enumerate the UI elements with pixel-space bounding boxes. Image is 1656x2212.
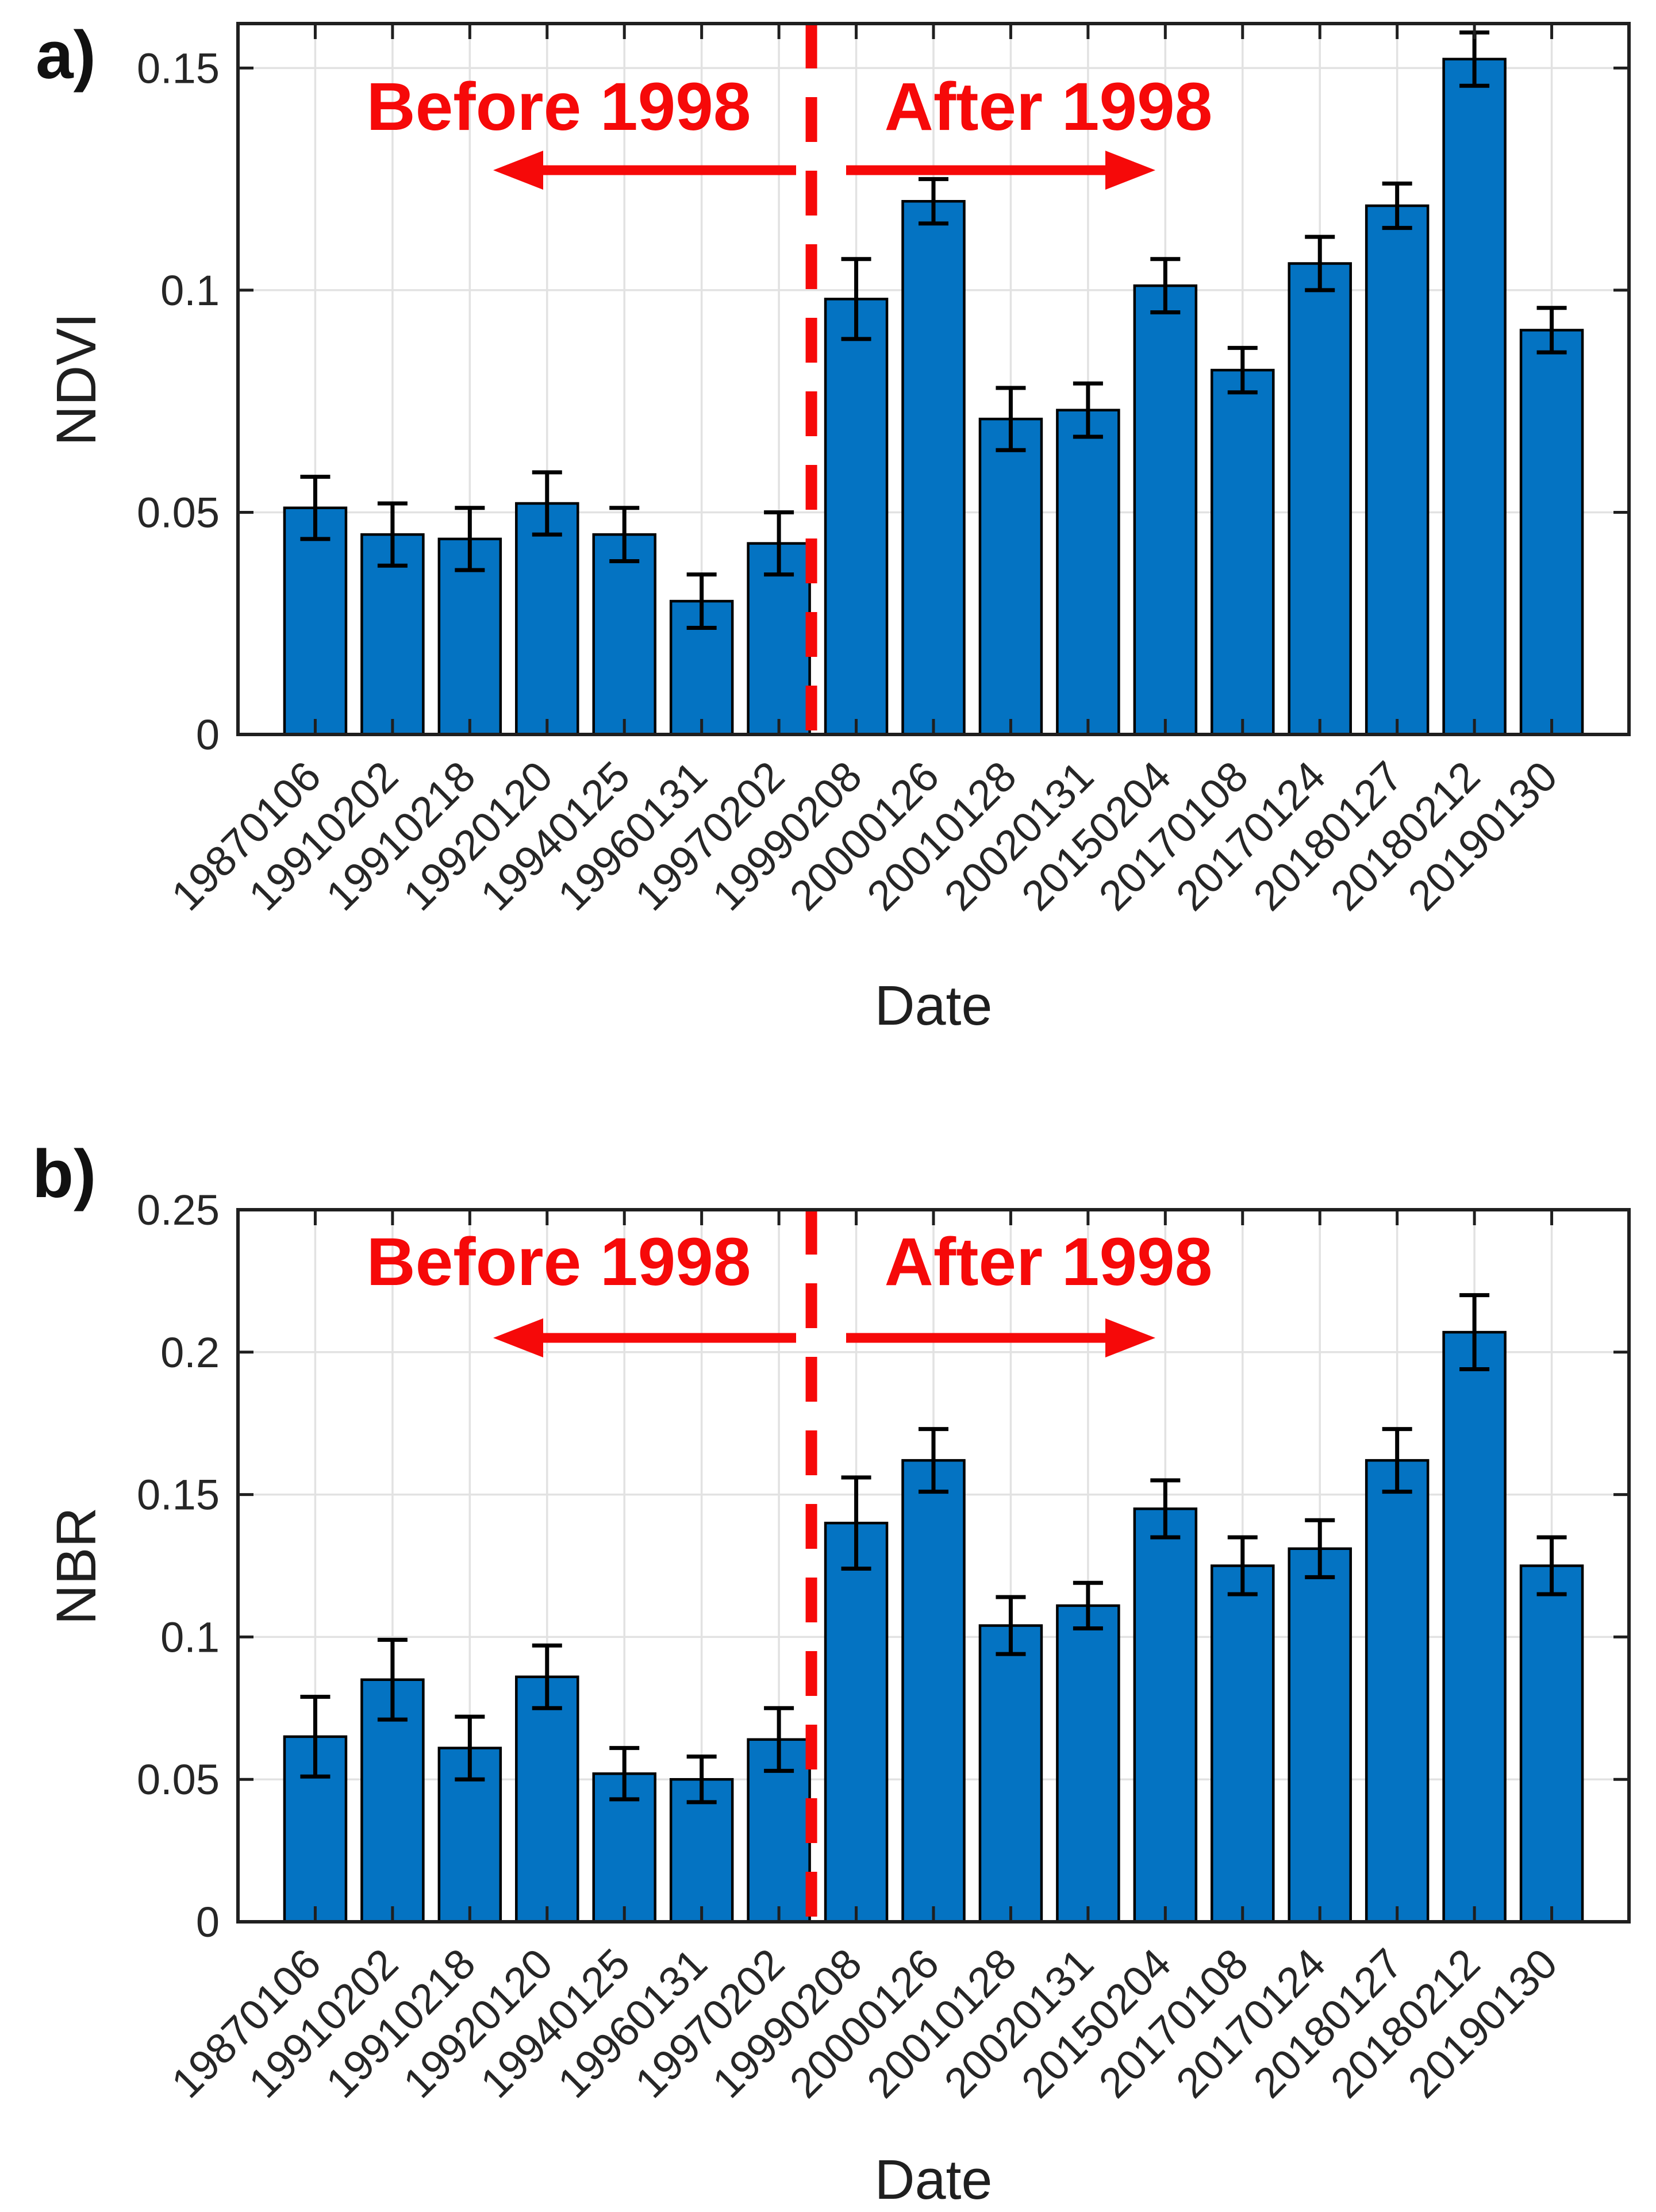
- bar: [1442, 1330, 1507, 1924]
- nbr-bar-chart: 00.050.10.150.20.25198701061991020219910…: [137, 1186, 1631, 2107]
- ndvi-bar-chart: 00.050.10.151987010619910202199102181992…: [137, 22, 1631, 920]
- bar: [1365, 204, 1430, 736]
- bar: [592, 533, 656, 736]
- panel-letter-a: a): [36, 17, 96, 93]
- y-tick-label: 0.15: [137, 44, 220, 92]
- bar: [1133, 284, 1198, 736]
- bar: [1365, 1459, 1430, 1924]
- bar: [1211, 1564, 1275, 1924]
- y-tick-label: 0.15: [137, 1471, 220, 1519]
- y-tick-label: 0.05: [137, 488, 220, 536]
- y-tick-label: 0: [196, 1898, 220, 1946]
- arrow-left-head: [493, 151, 543, 190]
- bar: [901, 1459, 966, 1924]
- bar: [1211, 368, 1275, 736]
- y-axis-label-ndvi: NDVI: [45, 313, 107, 446]
- before-1998-annotation-b: Before 1998: [366, 1224, 751, 1300]
- bar: [824, 298, 889, 736]
- bar: [1288, 262, 1352, 736]
- bar: [515, 502, 579, 736]
- bar: [978, 417, 1043, 736]
- arrow-right-head: [1105, 151, 1155, 190]
- y-tick-label: 0.2: [160, 1329, 220, 1376]
- axis-box: [236, 22, 1631, 736]
- bar: [1133, 1507, 1198, 1924]
- y-axis-label-nbr: NBR: [45, 1507, 107, 1625]
- y-tick-label: 0.25: [137, 1186, 220, 1234]
- y-tick-label: 0: [196, 711, 220, 759]
- panel-letter-b: b): [32, 1136, 97, 1212]
- y-tick-label: 0.1: [160, 1613, 220, 1661]
- bar: [901, 200, 966, 736]
- bar: [824, 1521, 889, 1924]
- before-1998-annotation-a: Before 1998: [366, 69, 751, 145]
- bar: [515, 1675, 579, 1924]
- arrow-left-head: [493, 1318, 543, 1358]
- bar: [1442, 57, 1507, 736]
- x-axis-label-date-b: Date: [874, 2148, 993, 2211]
- bar: [1056, 409, 1120, 736]
- after-1998-annotation-b: After 1998: [884, 1224, 1213, 1300]
- bar: [283, 506, 348, 736]
- y-tick-label: 0.05: [137, 1756, 220, 1803]
- y-tick-label: 0.1: [160, 267, 220, 314]
- arrow-right-head: [1105, 1318, 1155, 1358]
- bar: [1288, 1547, 1352, 1924]
- bar: [1519, 1564, 1584, 1924]
- bar: [978, 1624, 1043, 1924]
- after-1998-annotation-a: After 1998: [884, 69, 1213, 145]
- bar: [1519, 329, 1584, 736]
- axis-box: [236, 1208, 1631, 1924]
- x-axis-label-date-a: Date: [874, 974, 993, 1037]
- bar: [1056, 1604, 1120, 1924]
